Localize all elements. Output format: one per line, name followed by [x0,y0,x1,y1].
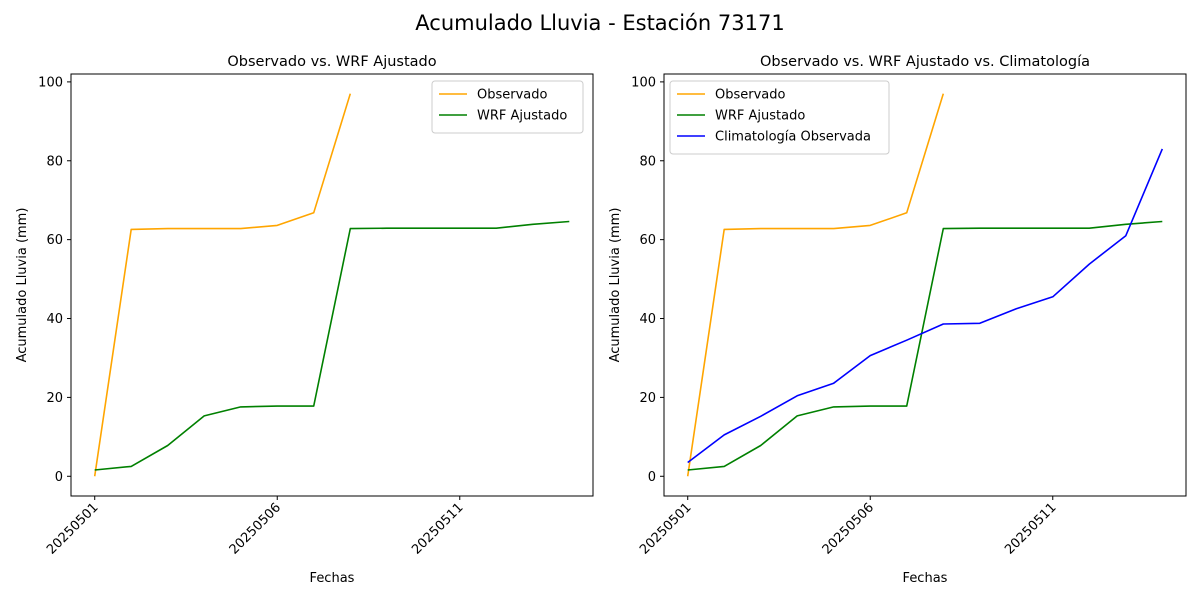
legend-box [669,80,890,155]
y-axis-label: Acumulado Lluvia (mm) [15,208,30,363]
x-tick-label: 20250506 [227,500,284,557]
y-tick-label: 80 [46,154,63,169]
y-tick-label: 100 [38,75,63,90]
legend-label: WRF Ajustado [715,109,805,124]
y-tick-label: 0 [648,470,656,485]
series-line-2 [687,220,1163,471]
y-tick-label: 20 [46,391,63,406]
legend-label: Observado [715,88,786,103]
x-tick-label: 20250501 [637,500,694,557]
y-tick-label: 100 [631,75,656,90]
y-tick-label: 80 [639,154,656,169]
legend-label: WRF Ajustado [477,109,567,124]
y-tick-label: 40 [639,312,656,327]
legend-box [431,80,584,134]
legend: Observado WRF Ajustado [431,80,584,134]
axes-frame [70,73,594,497]
y-tick-label: 40 [46,312,63,327]
y-tick-label: 20 [639,391,656,406]
x-tick-label: 20250511 [409,500,466,557]
y-tick-label: 60 [639,233,656,248]
y-axis-label: Acumulado Lluvia (mm) [608,208,623,363]
legend-label: Observado [477,88,548,103]
series-line-1 [93,93,352,477]
legend: Observado WRF Ajustado Climatología Observ… [669,80,890,155]
axes-frame [663,73,1187,497]
chart-panel-left: Observado vs. WRF Ajustado 0 20 40 60 80 100 20… [15,54,594,586]
x-axis-label: Fechas [310,571,355,586]
x-tick-label: 20250501 [44,500,101,557]
series-line-1 [686,93,945,477]
series-line-2 [94,220,570,471]
x-tick-label: 20250511 [1002,500,1059,557]
chart-panel-right: Observado vs. WRF Ajustado vs. Climatolo… [608,54,1187,586]
chart-title: Observado vs. WRF Ajustado [227,54,436,70]
y-tick-label: 60 [46,233,63,248]
x-tick-label: 20250506 [820,500,877,557]
y-tick-label: 0 [55,470,63,485]
series-line-3 [687,148,1164,464]
legend-label: Climatología Observada [715,130,871,145]
x-axis-label: Fechas [903,571,948,586]
figure-suptitle: Acumulado Lluvia - Estación 73171 [415,11,784,35]
chart-title: Observado vs. WRF Ajustado vs. Climatolo… [760,54,1090,70]
